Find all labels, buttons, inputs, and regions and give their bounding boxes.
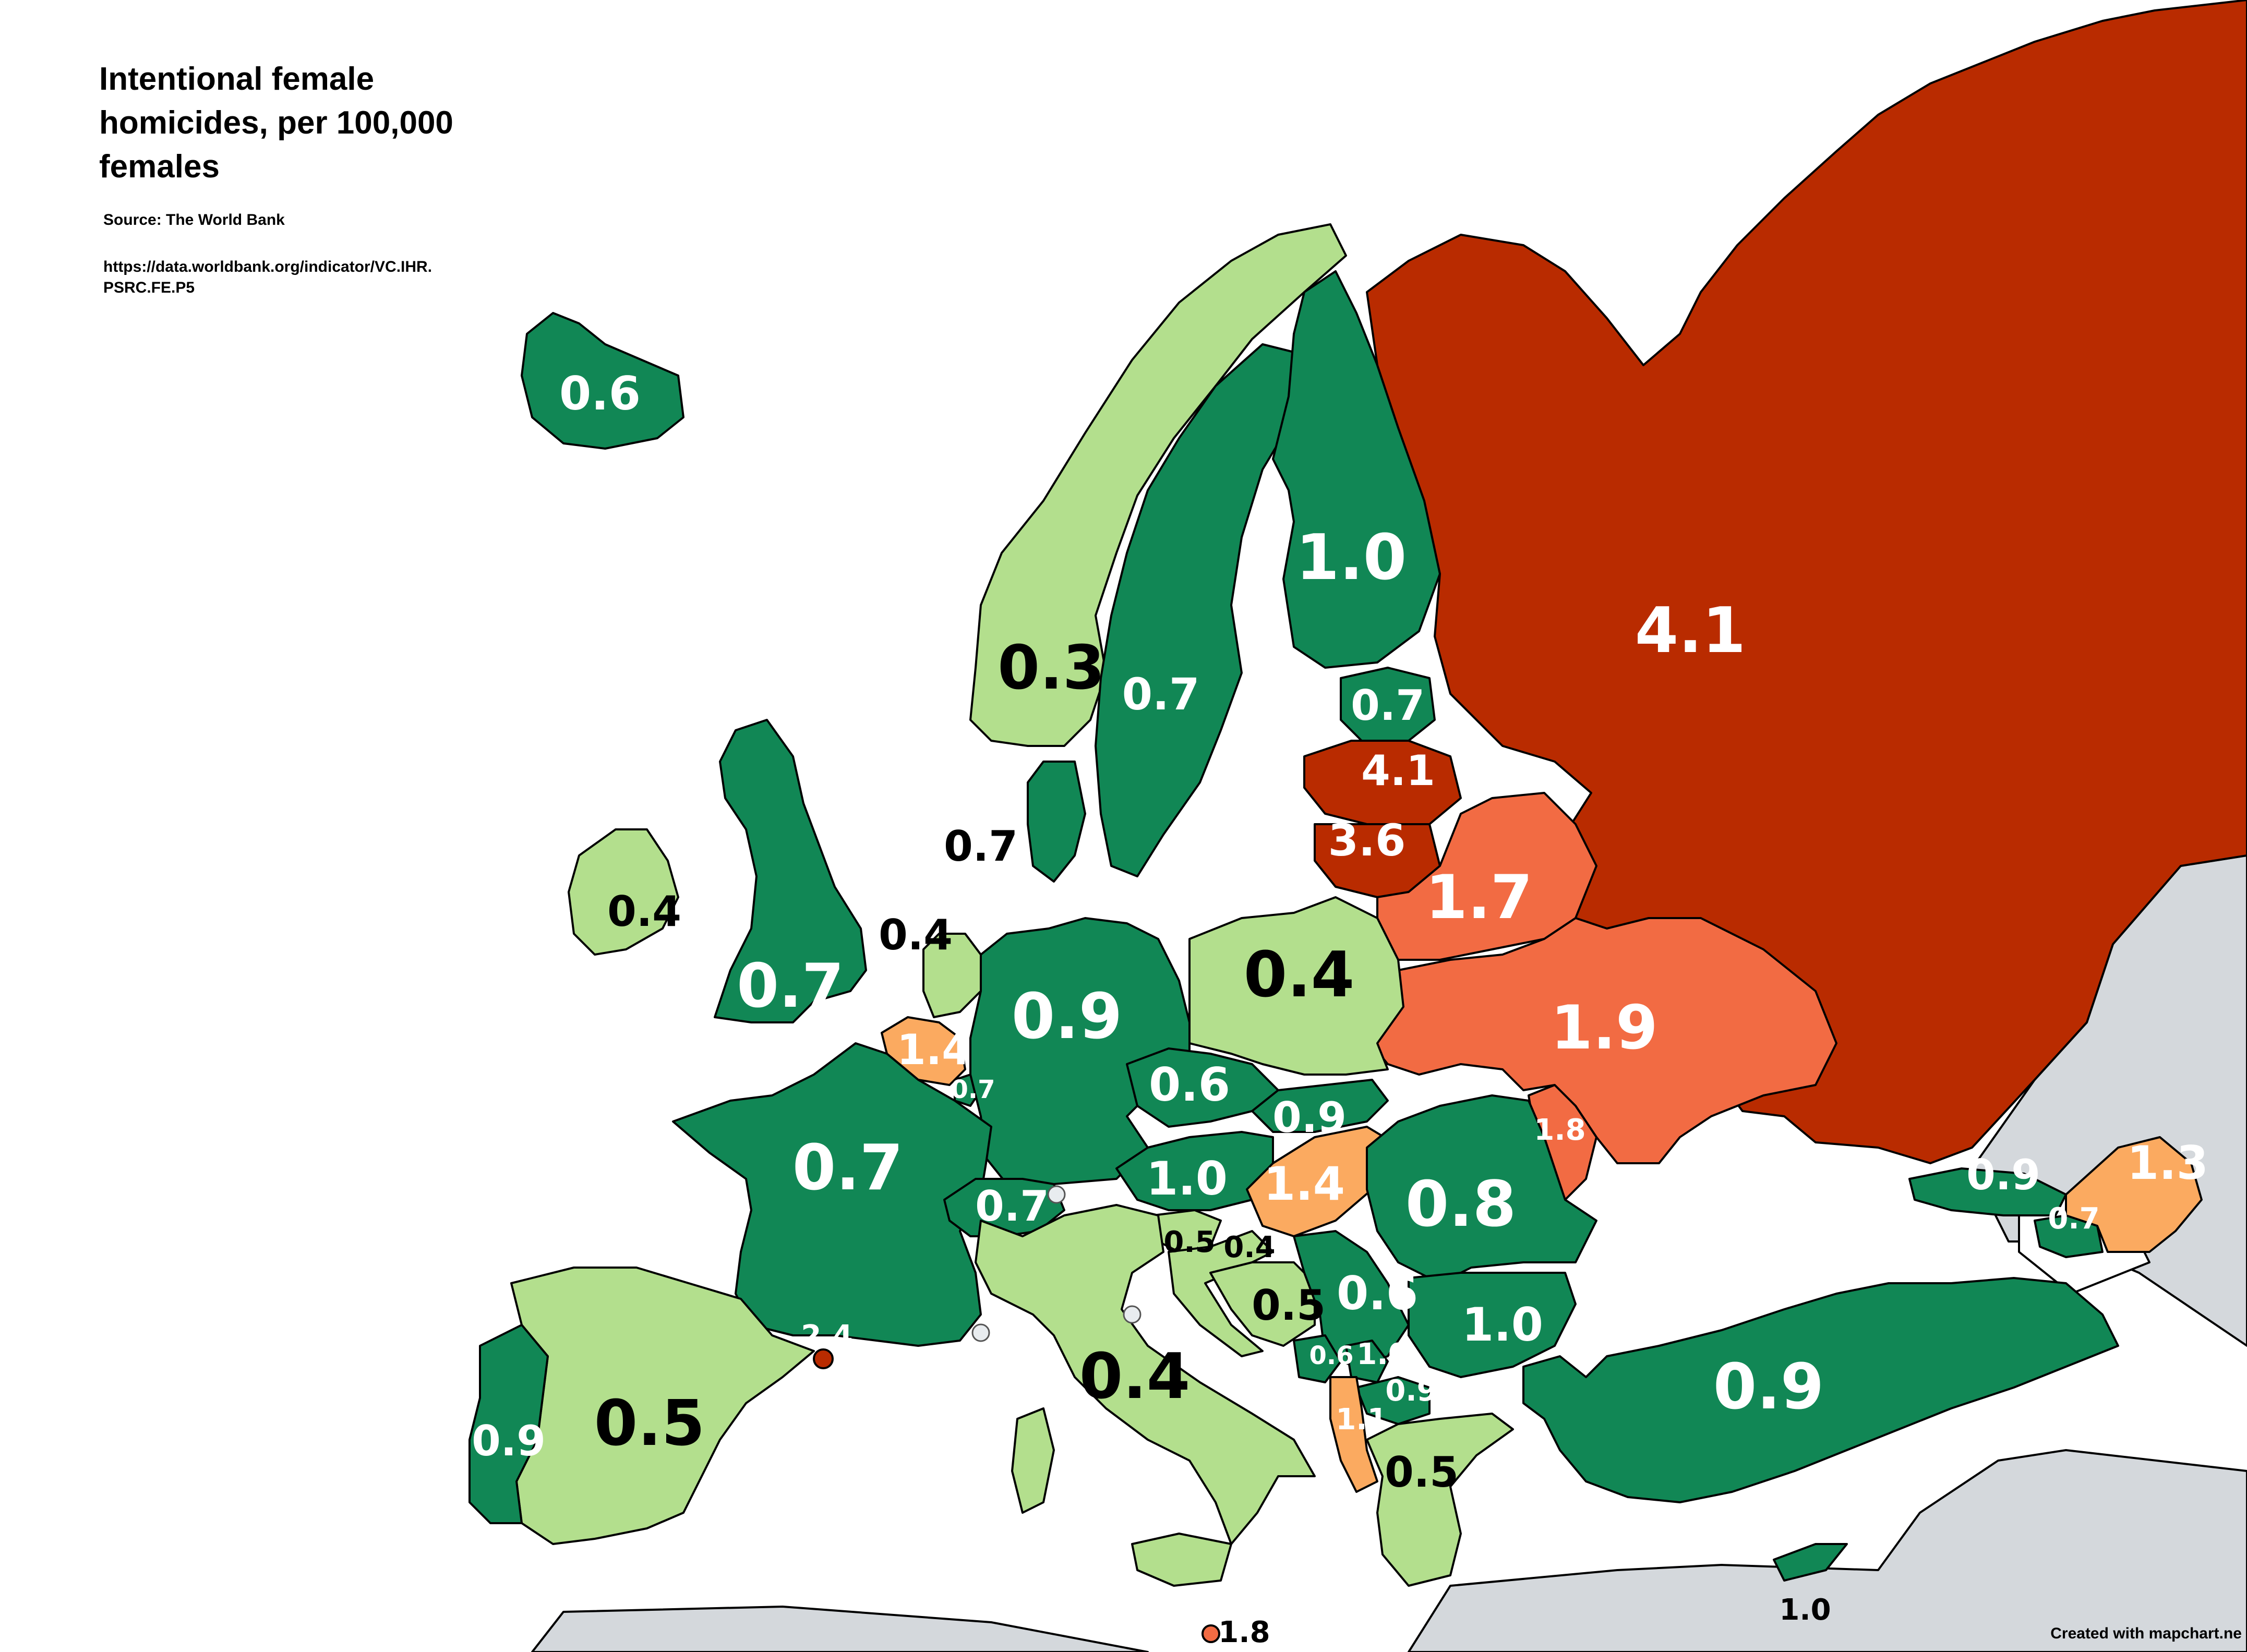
value-label-sweden: 0.7 [1122,669,1200,720]
value-label-czechia: 0.6 [1149,1058,1230,1112]
value-label-lithuania: 3.6 [1328,815,1406,866]
value-label-malta: 1.8 [1218,1615,1270,1649]
country-georgia [1908,1167,2067,1216]
value-label-bosnia-and-herzegovina: 0.5 [1252,1281,1326,1330]
country-poland [1188,896,1404,1076]
country-portugal [468,1324,549,1524]
country-switzerland [943,1178,1065,1237]
country-turkey [1522,1277,2119,1503]
country-denmark [1027,761,1086,883]
map-source-url: https://data.worldbank.org/indicator/VC.… [103,258,432,296]
value-label-greece: 0.5 [1385,1448,1459,1497]
value-label-belgium: 1.4 [897,1026,971,1074]
value-label-belarus: 1.7 [1425,862,1533,933]
country-italy [975,1204,1316,1587]
value-label-luxembourg: 0.7 [951,1075,995,1104]
country-estonia [1340,667,1436,742]
value-label-france: 0.7 [792,1132,904,1204]
country-ukraine [1366,917,1837,1164]
value-label-azerbaijan: 1.3 [2127,1136,2208,1190]
country-slovakia [1251,1079,1389,1133]
value-label-georgia: 0.9 [1966,1151,2040,1199]
no-data-middle-east [1408,1449,2247,1652]
value-label-italy: 0.4 [1079,1341,1191,1413]
no-data-north-africa-west [531,1606,1149,1652]
map-title: Intentional female homicides, per 100,00… [99,61,453,185]
country-albania [1329,1376,1378,1493]
value-label-germany: 0.9 [1012,981,1123,1053]
country-belarus [1376,792,1597,961]
country-malta [1201,1624,1220,1643]
value-label-estonia: 0.7 [1351,681,1425,730]
value-label-slovenia: 0.5 [1163,1225,1215,1259]
value-label-bulgaria: 1.0 [1462,1298,1543,1352]
microstate-marker [1047,1185,1066,1204]
value-label-north-macedonia: 0.9 [1385,1374,1437,1408]
country-germany [969,917,1191,1185]
value-label-switzerland: 0.7 [975,1182,1049,1231]
microstate-marker [971,1323,990,1342]
country-iceland [521,312,684,450]
value-label-moldova: 1.8 [1534,1113,1585,1147]
country-bulgaria [1408,1272,1577,1378]
value-label-united-kingdom: 0.7 [737,951,844,1021]
country-kosovo [1345,1340,1389,1383]
country-croatia [1168,1230,1274,1357]
country-cyprus [1773,1543,1848,1582]
value-label-iceland: 0.6 [559,367,641,420]
value-label-finland: 1.0 [1296,522,1407,594]
map-source: Source: The World Bank [103,211,285,228]
country-montenegro [1293,1334,1342,1383]
value-label-croatia: 0.4 [1223,1231,1275,1264]
microstate-marker [1123,1305,1141,1324]
value-label-denmark: 0.7 [944,822,1018,871]
value-label-latvia: 4.1 [1361,746,1435,795]
value-label-cyprus: 1.0 [1779,1593,1831,1627]
country-ireland [568,828,679,956]
value-label-turkey: 0.9 [1713,1351,1824,1424]
country-bosnia-and-herzegovina [1209,1261,1316,1347]
value-label-ukraine: 1.9 [1551,993,1658,1063]
value-label-romania: 0.8 [1405,1168,1517,1241]
country-france [672,1042,992,1347]
value-label-armenia: 0.7 [2048,1202,2099,1236]
value-label-austria: 1.0 [1146,1152,1228,1205]
value-label-slovakia: 0.9 [1272,1093,1347,1142]
value-label-kosovo: 1.0 [1356,1337,1408,1371]
value-label-hungary: 1.4 [1264,1157,1345,1211]
map-credit: Created with mapchart.ne [2050,1625,2242,1642]
value-label-russia: 4.1 [1635,595,1746,667]
country-romania [1366,1094,1597,1284]
value-label-portugal: 0.9 [472,1417,546,1465]
country-north-macedonia [1355,1376,1431,1425]
country-greece [1366,1413,1514,1587]
country-azerbaijan [2065,1136,2203,1253]
country-latvia [1303,740,1462,825]
value-label-netherlands: 0.4 [879,911,953,959]
country-serbia [1293,1230,1410,1368]
value-label-serbia: 0.6 [1337,1267,1418,1320]
country-andorra [813,1348,834,1369]
value-label-spain: 0.5 [594,1388,705,1460]
value-label-albania: 1.1 [1336,1403,1387,1437]
value-label-poland: 0.4 [1244,939,1355,1011]
value-label-montenegro: 0.6 [1309,1341,1353,1370]
value-label-norway: 0.3 [998,633,1105,703]
value-label-ireland: 0.4 [607,887,681,936]
value-label-andorra: 2.4 [801,1319,852,1353]
country-united-kingdom [714,719,867,1023]
